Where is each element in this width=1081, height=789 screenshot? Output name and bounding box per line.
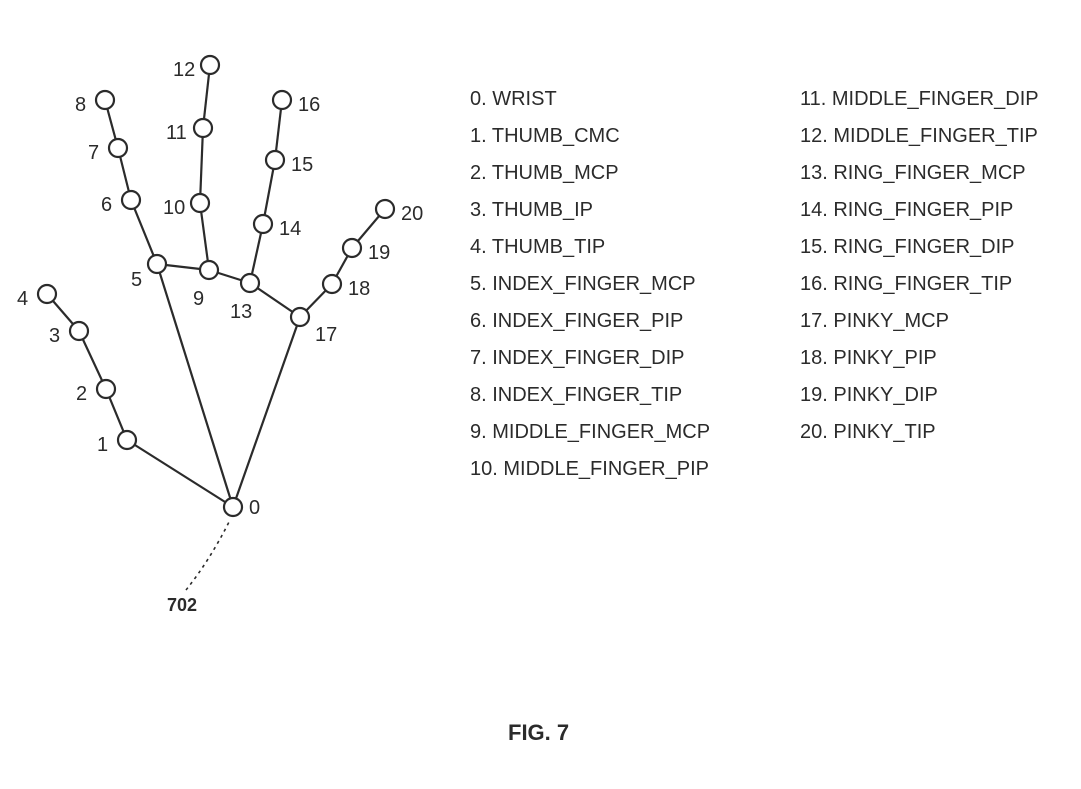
node-label-4: 4	[17, 288, 28, 311]
legend-item: 4. THUMB_TIP	[470, 236, 605, 259]
node-14	[254, 215, 272, 233]
edge-0-1	[127, 440, 233, 507]
node-6	[122, 191, 140, 209]
node-label-3: 3	[49, 325, 60, 348]
node-12	[201, 56, 219, 74]
node-8	[96, 91, 114, 109]
node-19	[343, 239, 361, 257]
legend-item: 15. RING_FINGER_DIP	[800, 236, 1015, 259]
legend-item: 10. MIDDLE_FINGER_PIP	[470, 458, 709, 481]
legend-item: 13. RING_FINGER_MCP	[800, 162, 1026, 185]
edge-9-10	[200, 203, 209, 270]
node-label-2: 2	[76, 383, 87, 406]
node-label-15: 15	[291, 154, 313, 177]
ref-pointer-702	[186, 520, 230, 590]
legend-item: 17. PINKY_MCP	[800, 310, 949, 333]
node-7	[109, 139, 127, 157]
node-2	[97, 380, 115, 398]
legend-item: 19. PINKY_DIP	[800, 384, 938, 407]
node-label-8: 8	[75, 94, 86, 117]
legend-item: 5. INDEX_FINGER_MCP	[470, 273, 696, 296]
node-label-14: 14	[279, 218, 301, 241]
node-18	[323, 275, 341, 293]
node-label-16: 16	[298, 94, 320, 117]
legend-item: 9. MIDDLE_FINGER_MCP	[470, 421, 710, 444]
node-label-5: 5	[131, 269, 142, 292]
legend-item: 1. THUMB_CMC	[470, 125, 620, 148]
legend-item: 0. WRIST	[470, 88, 557, 111]
node-label-1: 1	[97, 434, 108, 457]
reference-numeral-702: 702	[167, 595, 197, 616]
node-9	[200, 261, 218, 279]
legend-item: 20. PINKY_TIP	[800, 421, 936, 444]
legend-item: 16. RING_FINGER_TIP	[800, 273, 1012, 296]
node-1	[118, 431, 136, 449]
node-5	[148, 255, 166, 273]
legend-item: 18. PINKY_PIP	[800, 347, 937, 370]
legend-item: 7. INDEX_FINGER_DIP	[470, 347, 685, 370]
node-4	[38, 285, 56, 303]
node-15	[266, 151, 284, 169]
node-label-10: 10	[163, 197, 185, 220]
node-label-6: 6	[101, 194, 112, 217]
node-10	[191, 194, 209, 212]
node-label-19: 19	[368, 242, 390, 265]
node-label-18: 18	[348, 278, 370, 301]
node-3	[70, 322, 88, 340]
legend-item: 8. INDEX_FINGER_TIP	[470, 384, 682, 407]
node-label-7: 7	[88, 142, 99, 165]
legend-item: 11. MIDDLE_FINGER_DIP	[800, 88, 1039, 111]
node-13	[241, 274, 259, 292]
node-label-17: 17	[315, 324, 337, 347]
node-label-0: 0	[249, 497, 260, 520]
edge-0-17	[233, 317, 300, 507]
edge-10-11	[200, 128, 203, 203]
node-label-20: 20	[401, 203, 423, 226]
node-0	[224, 498, 242, 516]
legend-item: 2. THUMB_MCP	[470, 162, 619, 185]
node-label-12: 12	[173, 59, 195, 82]
legend-item: 6. INDEX_FINGER_PIP	[470, 310, 683, 333]
node-label-13: 13	[230, 301, 252, 324]
legend-item: 12. MIDDLE_FINGER_TIP	[800, 125, 1038, 148]
node-16	[273, 91, 291, 109]
figure-caption: FIG. 7	[508, 720, 569, 746]
node-label-11: 11	[166, 122, 187, 145]
node-17	[291, 308, 309, 326]
legend-item: 3. THUMB_IP	[470, 199, 593, 222]
edge-5-6	[131, 200, 157, 264]
node-20	[376, 200, 394, 218]
legend-item: 14. RING_FINGER_PIP	[800, 199, 1013, 222]
node-label-9: 9	[193, 288, 204, 311]
node-11	[194, 119, 212, 137]
